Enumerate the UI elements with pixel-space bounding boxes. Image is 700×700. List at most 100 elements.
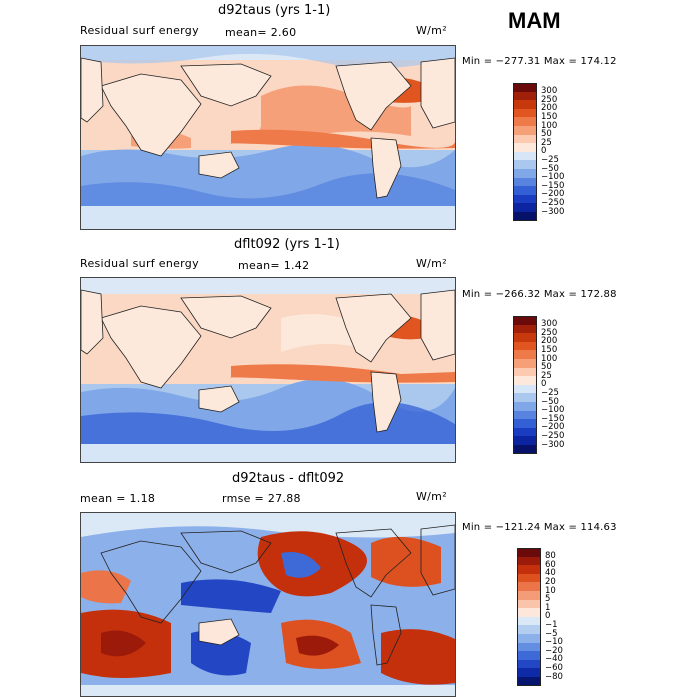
panel1-title: d92taus (yrs 1-1) (218, 3, 331, 18)
colorbar-tick-label: −150 (541, 180, 565, 191)
colorbar-tick-label: 25 (541, 370, 552, 381)
panel2-mean: mean= 1.42 (238, 259, 310, 272)
colorbar-tick-label: 1 (545, 602, 551, 613)
colorbar-tick-label: 0 (545, 611, 551, 622)
colorbar-cell (513, 83, 537, 93)
panel1-map-svg (81, 46, 455, 229)
colorbar-tick-label: −100 (541, 405, 565, 416)
colorbar-cell (517, 591, 541, 601)
colorbar-tick-label: 5 (545, 594, 551, 605)
colorbar-tick-label: 80 (545, 551, 556, 562)
colorbar-cell (517, 556, 541, 566)
panel1-mean: mean= 2.60 (225, 26, 297, 39)
panel2-units: W/m² (416, 257, 447, 270)
colorbar-cell (513, 341, 537, 351)
colorbar-cell (517, 565, 541, 575)
colorbar-cell (517, 651, 541, 661)
colorbar-cell (517, 616, 541, 626)
colorbar-tick-label: 50 (541, 129, 552, 140)
colorbar-cell (513, 359, 537, 369)
colorbar-cell (513, 203, 537, 213)
colorbar-tick-label: −250 (541, 197, 565, 208)
colorbar-cell (513, 402, 537, 412)
colorbar-cell (513, 316, 537, 326)
colorbar-cell (517, 573, 541, 583)
colorbar-tick-label: 0 (541, 146, 547, 157)
colorbar-cell (513, 445, 537, 455)
colorbar-cell (517, 659, 541, 669)
colorbar-cell (517, 677, 541, 687)
panel3-map-svg (81, 513, 455, 696)
panel3-map (80, 512, 456, 697)
colorbar-cell (513, 108, 537, 118)
colorbar-cell (513, 376, 537, 386)
panel1-left-label: Residual surf energy (80, 24, 199, 37)
panel3-mean: mean = 1.18 (80, 492, 156, 505)
colorbar-tick-label: −150 (541, 413, 565, 424)
panel2-title: dflt092 (yrs 1-1) (234, 237, 340, 252)
colorbar-tick-label: 0 (541, 379, 547, 390)
colorbar-tick-label: −60 (545, 662, 563, 673)
colorbar-cell (513, 100, 537, 110)
colorbar-tick-label: −300 (541, 206, 565, 217)
colorbar-cell (513, 160, 537, 170)
colorbar-frame (513, 83, 537, 221)
panel3-rmse: rmse = 27.88 (222, 492, 301, 505)
panel1-minmax: Min = −277.31 Max = 174.12 (462, 56, 617, 67)
colorbar-cell (517, 634, 541, 644)
colorbar-cell (517, 599, 541, 609)
colorbar-cell (513, 134, 537, 144)
colorbar-cell (517, 642, 541, 652)
panel2-map-svg (81, 278, 455, 462)
panel3-minmax: Min = −121.24 Max = 114.63 (462, 522, 617, 533)
colorbar-tick-label: −80 (545, 671, 563, 682)
colorbar-cell (513, 212, 537, 222)
colorbar-cell (513, 91, 537, 101)
colorbar-tick-label: −200 (541, 189, 565, 200)
colorbar-cell (513, 143, 537, 153)
colorbar-tick-label: −40 (545, 654, 563, 665)
colorbar-cell (517, 582, 541, 592)
colorbar-tick-label: 250 (541, 327, 558, 338)
colorbar-cell (513, 151, 537, 161)
colorbar-tick-label: 150 (541, 344, 558, 355)
colorbar-tick-label: −5 (545, 628, 558, 639)
colorbar-tick-label: −300 (541, 439, 565, 450)
colorbar-tick-label: 25 (541, 137, 552, 148)
colorbar-cell (513, 419, 537, 429)
season-label: MAM (508, 8, 561, 33)
panel1-units: W/m² (416, 24, 447, 37)
colorbar-tick-label: 100 (541, 353, 558, 364)
colorbar-cell (517, 608, 541, 618)
panel2-map (80, 277, 456, 463)
colorbar-tick-label: 50 (541, 362, 552, 373)
colorbar-tick-label: −100 (541, 172, 565, 183)
colorbar-tick-label: −1 (545, 619, 558, 630)
colorbar-cell (513, 410, 537, 420)
colorbar-cell (513, 333, 537, 343)
colorbar-cell (517, 548, 541, 558)
colorbar-cell (513, 117, 537, 127)
colorbar-tick-label: 300 (541, 319, 558, 330)
colorbar-tick-label: 250 (541, 94, 558, 105)
colorbar-cell (513, 186, 537, 196)
panel3-title: d92taus - dflt092 (232, 471, 345, 486)
colorbar-cell (513, 436, 537, 446)
panel1-map (80, 45, 456, 230)
colorbar-tick-label: 200 (541, 103, 558, 114)
panel3-units: W/m² (416, 490, 447, 503)
colorbar-tick-label: 100 (541, 120, 558, 131)
colorbar-cell (517, 625, 541, 635)
colorbar-cell (513, 324, 537, 334)
panel2-minmax: Min = −266.32 Max = 172.88 (462, 289, 617, 300)
colorbar-cell (513, 367, 537, 377)
colorbar-tick-label: 150 (541, 111, 558, 122)
colorbar-tick-label: −10 (545, 637, 563, 648)
colorbar-tick-label: 40 (545, 568, 556, 579)
colorbar-frame (517, 548, 541, 686)
colorbar-cell (513, 427, 537, 437)
colorbar-tick-label: −50 (541, 163, 559, 174)
colorbar-tick-label: −250 (541, 430, 565, 441)
colorbar-tick-label: −20 (545, 645, 563, 656)
colorbar-tick-label: −25 (541, 154, 559, 165)
